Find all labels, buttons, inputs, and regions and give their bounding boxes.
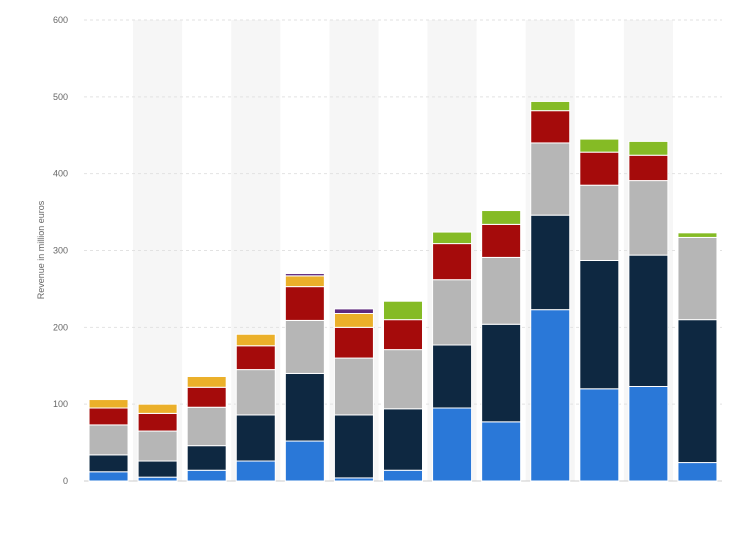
y-tick-label: 0 xyxy=(63,476,68,486)
bar-segment xyxy=(88,399,129,409)
bar-segment xyxy=(284,273,325,277)
bar-segment xyxy=(333,308,374,315)
bar-segment xyxy=(383,469,423,482)
bar-segment xyxy=(579,184,620,261)
y-tick-label: 300 xyxy=(53,246,68,256)
y-axis-tick-labels: 0 100 200 300 400 500 600 xyxy=(53,15,68,486)
bar-segment xyxy=(530,142,571,216)
y-axis-title: Revenue in million euros xyxy=(36,200,46,299)
bar-segment xyxy=(284,440,325,482)
bar-segment xyxy=(628,154,669,182)
bar-segment xyxy=(284,286,325,321)
bar-segment xyxy=(481,256,522,325)
bar-segment xyxy=(235,345,276,371)
y-tick-label: 600 xyxy=(53,15,68,25)
bar-segment xyxy=(579,259,620,390)
bar-segment xyxy=(186,376,227,388)
bar-segment xyxy=(432,279,473,346)
bar-segment xyxy=(235,460,276,482)
bar-segment xyxy=(530,309,571,482)
bar-segment xyxy=(235,414,276,462)
bar-segment xyxy=(432,231,473,245)
bar-segment xyxy=(88,424,129,456)
bar-segment xyxy=(481,223,522,258)
bar-segment xyxy=(137,403,178,414)
bar-segment xyxy=(186,445,227,471)
bar-segment xyxy=(333,414,374,479)
bar-segment xyxy=(481,421,522,482)
bar-segment xyxy=(186,406,227,447)
bar-segment xyxy=(186,469,227,482)
bar-segment xyxy=(579,388,620,482)
bar-segment xyxy=(235,369,276,416)
bar-segment xyxy=(677,236,718,321)
bar-segment xyxy=(432,407,473,482)
bar-segment xyxy=(383,300,423,321)
bar-segment xyxy=(235,333,276,347)
bar-segment xyxy=(530,214,571,311)
bar-segment xyxy=(481,323,522,423)
bar-segment xyxy=(628,254,669,387)
bar-segment xyxy=(137,412,178,432)
bar-segment xyxy=(579,151,620,186)
bar-segment xyxy=(137,460,178,478)
bar-segment xyxy=(432,243,473,281)
bar-segment xyxy=(137,476,178,482)
bar-segment xyxy=(284,275,325,288)
bar-segment xyxy=(677,319,718,464)
bar-segment xyxy=(628,140,669,156)
y-tick-label: 400 xyxy=(53,169,68,179)
bar-segment xyxy=(88,454,129,473)
y-tick-label: 200 xyxy=(53,322,68,332)
bar-segment xyxy=(88,471,129,482)
bar-segment xyxy=(628,180,669,256)
bar-segment xyxy=(677,232,718,238)
bar-segment xyxy=(579,138,620,153)
bar-segment xyxy=(383,408,423,471)
y-tick-label: 500 xyxy=(53,92,68,102)
bar-segment xyxy=(137,430,178,462)
bars xyxy=(88,100,718,482)
bar-segment xyxy=(677,462,718,482)
bar-segment xyxy=(530,110,571,144)
bar-segment xyxy=(481,210,522,225)
y-tick-label: 100 xyxy=(53,399,68,409)
bar-segment xyxy=(186,386,227,408)
bar-segment xyxy=(432,344,473,409)
bar-segment xyxy=(530,100,571,112)
bar-segment xyxy=(333,357,374,416)
bar-segment xyxy=(333,313,374,328)
bar-segment xyxy=(628,385,669,482)
bar-segment xyxy=(383,319,423,351)
bar-segment xyxy=(333,326,374,359)
bar-segment xyxy=(284,319,325,374)
bar-segment xyxy=(284,372,325,442)
bar-segment xyxy=(88,407,129,426)
bar-segment xyxy=(383,349,423,410)
